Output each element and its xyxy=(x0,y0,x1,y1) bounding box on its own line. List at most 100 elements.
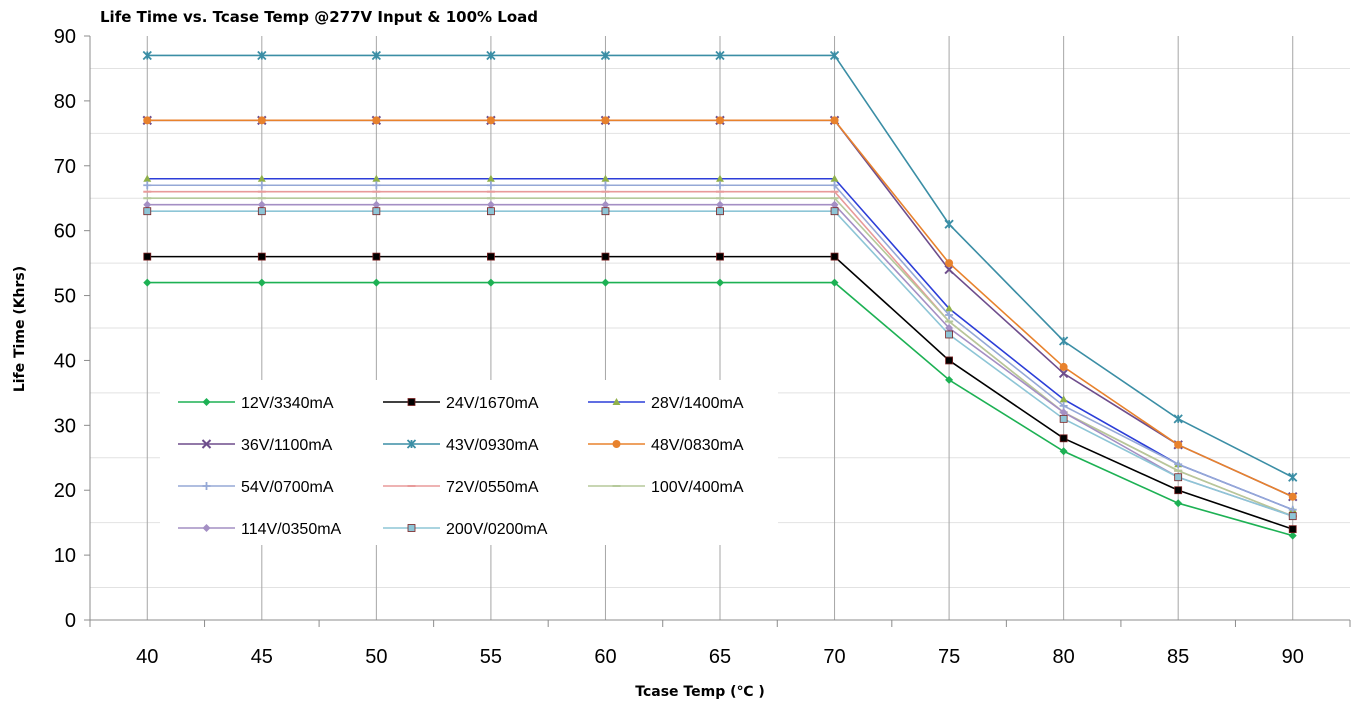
data-point xyxy=(830,207,839,216)
legend-swatch-marker xyxy=(406,439,417,449)
data-point xyxy=(830,181,839,190)
data-point xyxy=(830,174,839,182)
data-point xyxy=(257,207,266,216)
series-5 xyxy=(142,50,1298,482)
data-point xyxy=(1174,460,1183,469)
data-point xyxy=(716,197,724,200)
x-tick-label: 85 xyxy=(1167,646,1189,668)
data-point xyxy=(829,50,840,61)
x-axis-title: Tcase Temp (℃ ) xyxy=(635,684,764,700)
data-point xyxy=(601,116,610,125)
tick-labels: 0 10 20 30 40 50 60 70 80 90 40 45 50 55 60 65 70 75 80 85 9… xyxy=(54,26,1304,668)
data-point xyxy=(372,197,381,200)
x-tick-label: 70 xyxy=(823,646,845,668)
series-layer xyxy=(142,50,1298,540)
data-point xyxy=(142,50,152,61)
data-point xyxy=(486,200,495,209)
data-point xyxy=(257,252,266,261)
x-tick-label: 55 xyxy=(480,646,502,668)
data-point xyxy=(372,207,381,216)
legend-label: 200V/0200mA xyxy=(446,521,548,538)
data-point xyxy=(601,190,610,193)
y-tick-label: 0 xyxy=(65,610,76,632)
data-point xyxy=(830,200,839,209)
data-point xyxy=(715,50,725,61)
x-tick-label: 50 xyxy=(365,646,387,668)
data-point xyxy=(716,116,724,125)
data-point xyxy=(601,200,610,209)
legend-label: 24V/1670mA xyxy=(446,395,539,412)
data-point xyxy=(486,116,495,125)
data-point xyxy=(257,197,266,200)
data-point xyxy=(372,174,381,182)
data-point xyxy=(372,190,381,193)
legend-label: 100V/400mA xyxy=(651,479,744,496)
legend-label: 12V/3340mA xyxy=(241,395,334,412)
data-point xyxy=(486,181,495,190)
data-point xyxy=(257,174,266,182)
data-point xyxy=(601,181,610,190)
data-point xyxy=(257,50,267,61)
legend-box xyxy=(160,380,778,545)
x-tick-label: 45 xyxy=(251,646,273,668)
data-point xyxy=(257,181,266,190)
data-point xyxy=(1174,473,1183,482)
data-point xyxy=(257,116,266,125)
data-point xyxy=(716,207,724,216)
data-point xyxy=(601,252,610,261)
data-point xyxy=(1174,469,1183,472)
y-tick-label: 40 xyxy=(54,350,76,372)
data-point xyxy=(830,190,839,193)
data-point xyxy=(830,278,839,287)
data-point xyxy=(143,278,152,287)
series-7 xyxy=(143,181,1297,514)
legend: 12V/3340mA 24V/1670mA 28V/1400mA 36V/1100mA… xyxy=(160,380,778,545)
data-point xyxy=(945,320,954,323)
series-6 xyxy=(143,116,1297,501)
y-tick-label: 50 xyxy=(54,286,76,308)
data-point xyxy=(486,197,495,200)
data-point xyxy=(257,278,266,287)
data-point xyxy=(830,197,839,200)
data-point xyxy=(1288,472,1298,482)
data-point xyxy=(944,219,954,229)
data-point xyxy=(1173,414,1183,424)
data-point xyxy=(372,278,381,287)
data-point xyxy=(830,252,839,261)
data-point xyxy=(1059,395,1068,403)
legend-label: 54V/0700mA xyxy=(241,479,334,496)
data-point xyxy=(257,190,266,193)
legend-label: 36V/1100mA xyxy=(241,437,333,454)
data-point xyxy=(1288,492,1297,501)
data-point xyxy=(487,207,495,216)
legend-swatch-marker xyxy=(407,485,416,487)
data-point xyxy=(716,252,724,261)
data-point xyxy=(945,356,953,365)
data-point xyxy=(143,116,152,125)
data-point xyxy=(486,174,495,182)
data-point xyxy=(601,278,610,287)
series-11 xyxy=(143,207,1297,521)
legend-label: 114V/0350mA xyxy=(241,521,342,538)
data-point xyxy=(371,50,382,61)
data-point xyxy=(372,252,381,261)
legend-swatch-marker xyxy=(202,482,211,490)
data-point xyxy=(716,181,724,190)
data-point xyxy=(1174,440,1183,449)
data-point xyxy=(143,207,152,216)
x-tick-label: 90 xyxy=(1282,646,1304,668)
y-tick-label: 30 xyxy=(54,415,76,437)
data-point xyxy=(1174,486,1183,495)
data-point xyxy=(1059,336,1069,346)
legend-swatch-marker xyxy=(407,524,416,532)
legend-label: 43V/0930mA xyxy=(446,437,539,454)
data-point xyxy=(1174,499,1183,508)
data-point xyxy=(1059,414,1068,423)
data-point xyxy=(143,200,152,209)
data-point xyxy=(486,50,496,61)
y-tick-label: 20 xyxy=(54,480,76,502)
y-tick-label: 70 xyxy=(54,156,76,178)
data-point xyxy=(945,330,953,339)
data-point xyxy=(945,259,954,268)
